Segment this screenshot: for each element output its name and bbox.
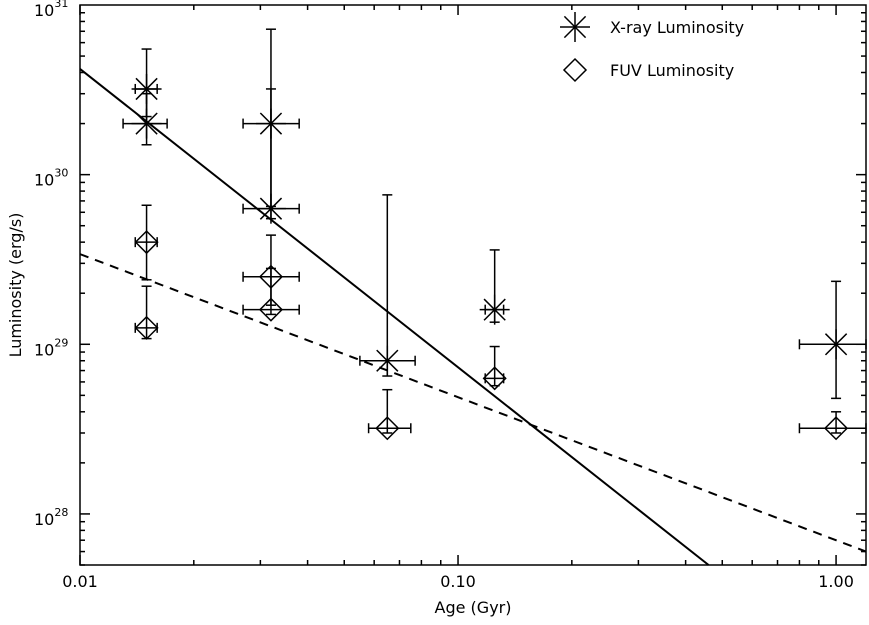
diamond-shape [134,315,159,340]
x-tick-label: 0.01 [62,572,98,591]
diamond-shape [824,416,849,441]
diamond-shape [562,57,588,83]
xray-fit-line [79,68,710,566]
fuv-point [798,411,867,441]
axis-ticks [79,5,866,566]
diamond-shape [482,366,507,391]
xray-point [359,194,416,377]
fuv-point [242,267,300,322]
diamond-shape [134,230,159,255]
asterisk-stroke [376,349,399,372]
diamond-shape [258,297,284,322]
plot-frame [79,4,867,566]
y-tick-label: 1031 [34,0,68,20]
asterisk-stroke [135,77,158,101]
tick-labels: 0.01 0.10 1.00 1028 1029 1030 1031 [34,0,854,591]
xray-point [122,92,168,146]
x-tick-label: 1.00 [818,572,854,591]
x-tick-label: 0.10 [440,572,476,591]
x-axis-title: Age (Gyr) [435,598,512,617]
fuv-point [134,204,159,281]
xray-point [798,280,867,400]
legend-entry: X-ray Luminosity [560,12,744,42]
y-tick-label: 1028 [34,506,68,529]
legend-label: X-ray Luminosity [610,18,744,37]
y-axis-title: Luminosity (erg/s) [6,213,25,358]
xray-point [479,249,510,325]
diamond-shape [375,416,400,441]
legend: X-ray Luminosity FUV Luminosity [560,12,744,83]
fuv-point [482,345,507,391]
y-tick-label: 1029 [34,336,68,359]
data-points [122,28,867,441]
legend-label: FUV Luminosity [610,61,734,80]
xray-point [242,88,300,224]
asterisk-stroke [135,112,158,135]
asterisk-stroke [563,15,587,39]
y-tick-label: 1030 [34,167,68,190]
fuv-point [367,388,412,441]
asterisk-stroke [824,333,848,356]
asterisk-stroke [259,197,283,220]
fit-lines [79,68,867,566]
fuv-point [134,285,159,340]
fuv-fit-line [79,253,867,553]
legend-entry: FUV Luminosity [562,57,734,83]
asterisk-stroke [483,298,506,321]
